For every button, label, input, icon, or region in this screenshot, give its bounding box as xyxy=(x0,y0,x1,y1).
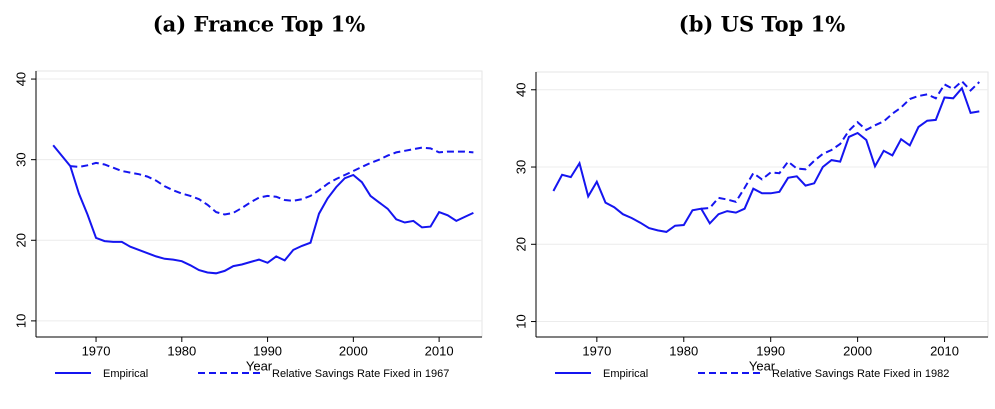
y-tick-label: 10 xyxy=(513,314,528,328)
x-tick-label: 2000 xyxy=(339,343,368,358)
y-tick-label: 30 xyxy=(13,152,28,166)
x-tick-label: 1970 xyxy=(582,343,611,358)
x-tick-label: 1990 xyxy=(253,343,282,358)
y-tick-label: 20 xyxy=(13,233,28,247)
legend-label: Relative Savings Rate Fixed in 1982 xyxy=(772,368,949,380)
x-tick-label: 2010 xyxy=(930,343,959,358)
x-tick-label: 1980 xyxy=(167,343,196,358)
legend-label: Relative Savings Rate Fixed in 1967 xyxy=(272,368,449,380)
y-tick-label: 30 xyxy=(513,160,528,174)
x-tick-label: 1990 xyxy=(756,343,785,358)
series-line xyxy=(52,144,474,275)
series-line xyxy=(552,86,980,233)
x-tick-label: 1980 xyxy=(669,343,698,358)
legend-label: Empirical xyxy=(103,368,148,380)
chart-title: (b) US Top 1% xyxy=(679,12,845,37)
y-tick-label: 40 xyxy=(513,83,528,97)
series-line xyxy=(70,146,474,216)
y-tick-label: 10 xyxy=(13,314,28,328)
plot-frame xyxy=(535,71,989,338)
x-tick-label: 2010 xyxy=(425,343,454,358)
x-axis-title: Year xyxy=(749,358,776,373)
x-tick-label: 2000 xyxy=(843,343,872,358)
x-tick-label: 1970 xyxy=(82,343,111,358)
series-line xyxy=(701,79,980,210)
plot-frame xyxy=(35,70,483,338)
y-tick-label: 20 xyxy=(513,237,528,251)
x-axis-title: Year xyxy=(246,358,273,373)
y-tick-label: 40 xyxy=(13,72,28,86)
legend-label: Empirical xyxy=(603,368,648,380)
chart-title: (a) France Top 1% xyxy=(153,12,366,37)
